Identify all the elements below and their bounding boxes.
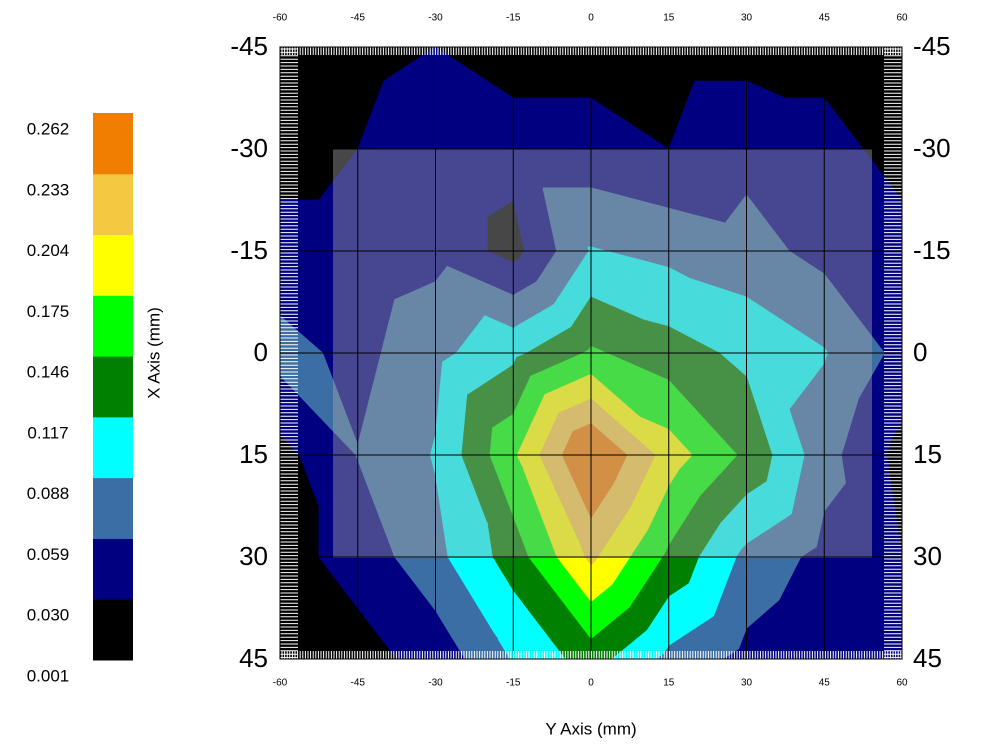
x-tick-label: -15: [506, 678, 521, 689]
colorbar-label: 0.117: [27, 423, 68, 442]
x-tick-label: 15: [663, 678, 675, 689]
x-tick-label: 0: [588, 678, 594, 689]
x-tick-label: -60: [273, 678, 288, 689]
colorbar-swatch: [93, 599, 133, 661]
colorbar-swatch: [93, 477, 133, 539]
colorbar-label: 0.262: [27, 119, 70, 138]
colorbar-label: 0.146: [27, 363, 70, 382]
x-tick-label-top: 0: [588, 13, 594, 24]
colorbar-swatch: [93, 295, 133, 357]
y-tick-label: -15: [230, 235, 268, 265]
x-tick-label-top: 60: [896, 13, 908, 24]
y-tick-label-right: -15: [913, 235, 951, 265]
contour-layer: [279, 46, 903, 660]
x-tick-label-top: -60: [273, 13, 288, 24]
y-axis-title: X Axis (mm): [144, 307, 163, 399]
colorbar-label: 0.059: [27, 545, 70, 564]
x-tick-label-top: 15: [663, 13, 675, 24]
x-tick-label: 30: [741, 678, 753, 689]
x-tick-label: -45: [351, 678, 366, 689]
colorbar-swatch: [93, 173, 133, 236]
y-tick-label: -45: [230, 31, 268, 61]
x-tick-label-top: 45: [819, 13, 831, 24]
y-tick-label-right: 0: [913, 337, 927, 367]
y-tick-label: 30: [239, 541, 268, 571]
ruler: [279, 45, 903, 661]
y-tick-label: 0: [254, 337, 268, 367]
x-tick-label: 60: [896, 678, 908, 689]
x-axis-title: Y Axis (mm): [545, 719, 636, 738]
y-tick-label: 45: [239, 643, 268, 673]
y-tick-label: 15: [239, 439, 268, 469]
colorbar-swatch: [93, 234, 133, 296]
x-tick-label: -30: [428, 678, 443, 689]
colorbar-swatch: [93, 356, 133, 418]
colorbar-label: 0.088: [27, 484, 70, 503]
y-tick-label-right: 30: [913, 541, 942, 571]
colorbar-swatch: [93, 416, 133, 479]
colorbar-label: 0.204: [27, 241, 70, 260]
x-tick-label-top: -45: [351, 13, 366, 24]
y-tick-label-right: 45: [913, 643, 942, 673]
colorbar-label: 0.233: [27, 180, 70, 199]
colorbar-label: 0.030: [27, 606, 70, 625]
colorbar-label: 0.175: [27, 302, 70, 321]
y-tick-label: -30: [230, 133, 268, 163]
y-tick-label-right: 15: [913, 439, 942, 469]
labels: -60 -60 -45 -45 -30 -30 -15 -15 0 0 15 15 30 30 45 45 60…: [230, 13, 950, 689]
plot-border: [279, 46, 903, 660]
x-tick-label-top: -15: [506, 13, 521, 24]
colorbar-label: 0.001: [27, 666, 70, 685]
y-tick-label-right: -30: [913, 133, 951, 163]
x-tick-label-top: -30: [428, 13, 443, 24]
x-tick-label: 45: [819, 678, 831, 689]
colorbar-swatch: [93, 538, 133, 600]
y-tick-label-right: -45: [913, 31, 951, 61]
x-tick-label-top: 30: [741, 13, 753, 24]
colorbar-swatch: [93, 113, 133, 175]
